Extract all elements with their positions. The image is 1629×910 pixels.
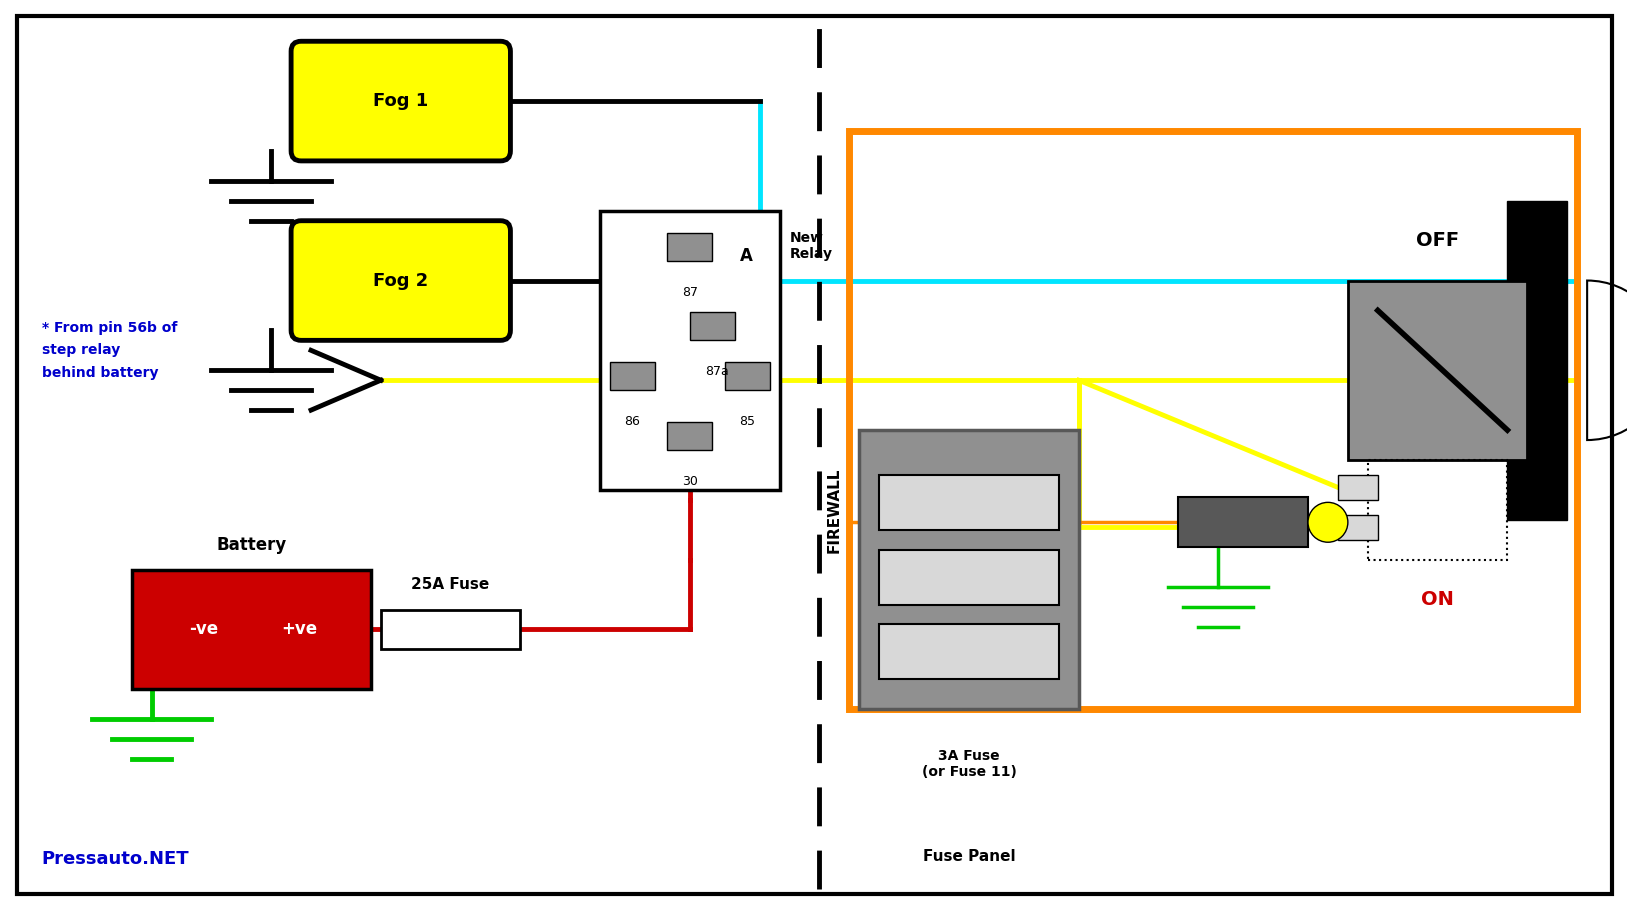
Text: 85: 85 <box>740 415 756 428</box>
Text: 87: 87 <box>683 286 697 298</box>
Bar <box>880 475 1059 530</box>
Text: Fog 1: Fog 1 <box>373 92 428 110</box>
Bar <box>1368 460 1507 560</box>
Circle shape <box>1308 502 1347 542</box>
Text: FIREWALL: FIREWALL <box>828 467 842 552</box>
Bar <box>1337 515 1378 540</box>
Bar <box>381 610 520 650</box>
Bar <box>668 233 712 260</box>
Wedge shape <box>1587 280 1629 440</box>
Bar <box>725 362 769 390</box>
Text: OFF: OFF <box>1416 231 1460 250</box>
Bar <box>1178 498 1308 547</box>
Text: 30: 30 <box>683 475 697 488</box>
Bar <box>1347 280 1528 460</box>
Text: * From pin 56b of
step relay
behind battery: * From pin 56b of step relay behind batt… <box>42 320 178 380</box>
Text: 87a: 87a <box>705 365 730 379</box>
Bar <box>880 550 1059 604</box>
Text: Fuse Panel: Fuse Panel <box>922 849 1015 864</box>
Text: +ve: +ve <box>282 621 318 639</box>
Text: 3A Fuse
(or Fuse 11): 3A Fuse (or Fuse 11) <box>922 749 1016 779</box>
Bar <box>849 131 1577 709</box>
Bar <box>668 422 712 450</box>
FancyBboxPatch shape <box>292 221 510 340</box>
Text: Pressauto.NET: Pressauto.NET <box>42 850 189 868</box>
Text: Fog 2: Fog 2 <box>373 271 428 289</box>
Text: ON: ON <box>1420 590 1455 609</box>
Bar <box>860 430 1078 709</box>
Bar <box>1507 201 1567 520</box>
FancyBboxPatch shape <box>292 41 510 161</box>
Text: 86: 86 <box>624 415 640 428</box>
Text: New
Relay: New Relay <box>790 231 832 261</box>
Text: 25A Fuse: 25A Fuse <box>412 577 490 592</box>
Bar <box>599 211 780 490</box>
Text: -ve: -ve <box>189 621 218 639</box>
Text: Battery: Battery <box>217 536 287 553</box>
Bar <box>1337 475 1378 500</box>
Bar <box>691 312 735 340</box>
Bar <box>132 570 371 689</box>
Bar <box>880 624 1059 679</box>
Bar <box>611 362 655 390</box>
Text: A: A <box>740 247 753 265</box>
